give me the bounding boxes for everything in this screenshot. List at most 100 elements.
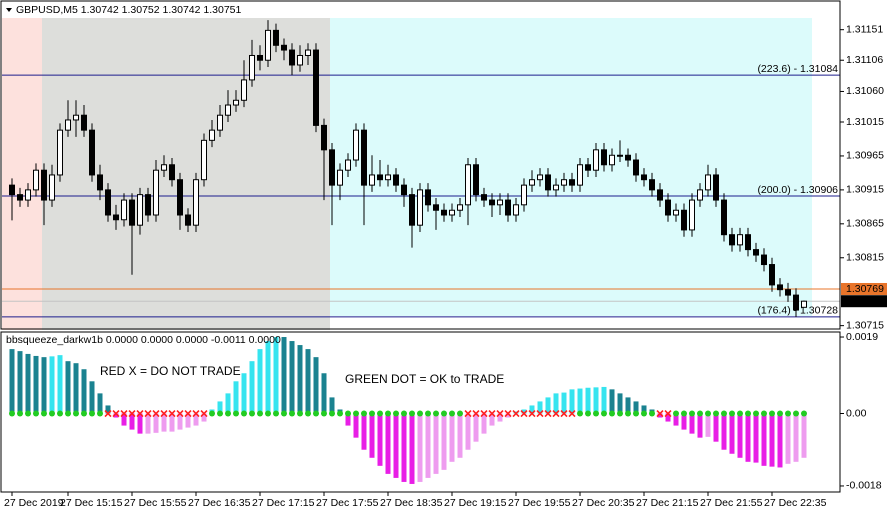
- candle-body: [505, 199, 511, 216]
- ok-dot: [801, 410, 807, 417]
- candle-body: [705, 174, 711, 191]
- candle-body: [57, 129, 63, 176]
- histogram-bar: [369, 413, 375, 458]
- axes: 1.31151 1.31106 1.31060 1.31015 1.30965 1.309…: [4, 23, 887, 509]
- histogram-bar: [305, 349, 311, 414]
- ok-dot: [689, 410, 695, 417]
- histogram-bar: [713, 413, 719, 442]
- candle-body: [801, 300, 807, 308]
- candle-body: [209, 129, 215, 141]
- candle-body: [161, 164, 167, 171]
- histogram-bar: [345, 413, 351, 426]
- candle-body: [241, 79, 247, 101]
- candle-body: [737, 234, 743, 246]
- histogram-bar: [753, 413, 759, 463]
- candle-body: [185, 214, 191, 226]
- candle-body: [49, 174, 55, 201]
- candle-body: [473, 164, 479, 196]
- histogram-bar: [249, 361, 255, 414]
- ok-dot: [81, 410, 87, 417]
- histogram-bar: [593, 387, 599, 414]
- ok-dot: [449, 410, 455, 417]
- level-label: (176.4) - 1.30728: [757, 305, 838, 317]
- price-box-label: 1.30769: [846, 283, 884, 295]
- squeeze-x: [128, 409, 136, 418]
- candle-body: [497, 199, 503, 206]
- candle-body: [361, 129, 367, 186]
- histogram-bar: [265, 341, 271, 414]
- y-tick-label: 1.31015: [846, 116, 884, 128]
- candle-body: [457, 204, 463, 211]
- candle-body: [785, 289, 791, 296]
- histogram-bar: [721, 413, 727, 450]
- histogram-bar: [409, 413, 415, 484]
- candle-body: [105, 189, 111, 216]
- candle-body: [537, 174, 543, 181]
- ok-dot: [601, 410, 607, 417]
- histogram-bar: [201, 413, 207, 422]
- candle-body: [337, 169, 343, 186]
- ok-dot: [281, 410, 287, 417]
- histogram-bar: [177, 413, 183, 430]
- candle-body: [385, 174, 391, 181]
- histogram-bar: [89, 381, 95, 414]
- ok-dot: [753, 410, 759, 417]
- histogram-bar: [601, 386, 607, 414]
- candle-body: [713, 174, 719, 201]
- ok-dot: [257, 410, 263, 417]
- squeeze-x: [520, 409, 528, 418]
- histogram-bar: [465, 413, 471, 450]
- histogram-bar: [617, 393, 623, 414]
- squeeze-x: [168, 409, 176, 418]
- histogram-bar: [505, 413, 511, 418]
- histogram-bar: [417, 413, 423, 482]
- ok-dot: [433, 410, 439, 417]
- candle-body: [97, 174, 103, 191]
- level-label: (223.6) - 1.31084: [757, 63, 838, 75]
- ok-dot: [713, 410, 719, 417]
- ok-dot: [417, 410, 423, 417]
- candle-body: [529, 179, 535, 186]
- candle-body: [601, 149, 607, 166]
- ok-dot: [409, 410, 415, 417]
- candle-body: [369, 174, 375, 186]
- candle-body: [17, 194, 23, 201]
- candle-body: [433, 204, 439, 211]
- candle-body: [649, 179, 655, 191]
- candle-body: [521, 184, 527, 206]
- histogram-bar: [785, 413, 791, 464]
- ok-dot: [609, 410, 615, 417]
- candle-body: [569, 179, 575, 186]
- candle-body: [225, 104, 231, 116]
- candle-body: [73, 114, 79, 121]
- price-box: [841, 282, 887, 295]
- squeeze-x: [560, 409, 568, 418]
- candle-body: [233, 99, 239, 106]
- ok-dot: [401, 410, 407, 417]
- candle-body: [81, 114, 87, 131]
- candle-body: [753, 249, 759, 256]
- histogram-bar: [169, 413, 175, 432]
- candle-body: [289, 49, 295, 66]
- menu-triangle[interactable]: [6, 8, 12, 12]
- y-tick-label: 0.0019: [846, 331, 878, 343]
- candle-body: [401, 184, 407, 196]
- candle-body: [417, 189, 423, 226]
- histogram-bar: [473, 413, 479, 442]
- y-tick-label: 1.30715: [846, 319, 884, 331]
- ok-dot: [577, 410, 583, 417]
- histogram-bar: [761, 413, 767, 466]
- ok-dot: [393, 410, 399, 417]
- candle-body: [553, 184, 559, 191]
- squeeze-x: [656, 409, 664, 418]
- ok-dot: [721, 410, 727, 417]
- chart-header: GBPUSD,M5 1.30742 1.30752 1.30742 1.3075…: [16, 4, 241, 16]
- histogram-bar: [329, 397, 335, 414]
- candle-body: [121, 199, 127, 221]
- candle-body: [321, 124, 327, 151]
- squeeze-x: [104, 409, 112, 418]
- price-box-label: 1.30751: [846, 295, 884, 307]
- candle-body: [545, 174, 551, 191]
- ok-dot: [321, 410, 327, 417]
- squeeze-x: [528, 409, 536, 418]
